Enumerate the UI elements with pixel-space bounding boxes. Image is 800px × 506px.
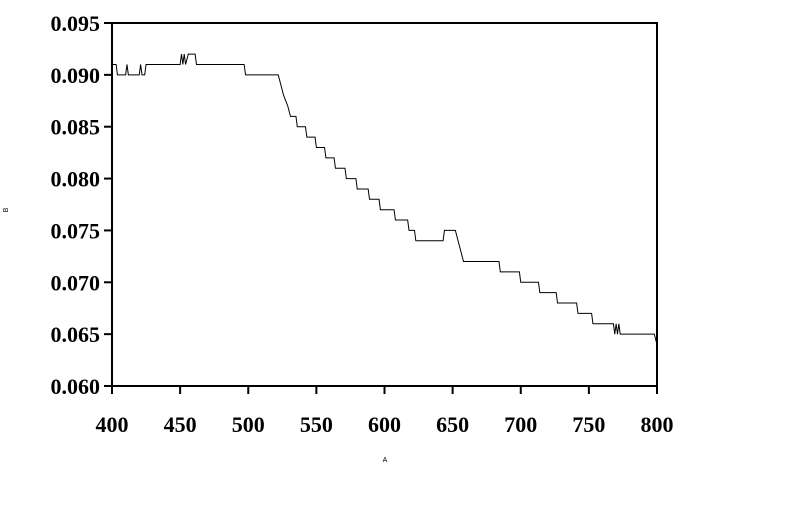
x-tick-label: 650 xyxy=(436,412,469,437)
y-tick-label: 0.095 xyxy=(51,11,101,36)
y-axis-title: B xyxy=(3,207,10,212)
y-tick-label: 0.085 xyxy=(51,115,101,140)
x-tick-label: 800 xyxy=(641,412,674,437)
y-tick-label: 0.090 xyxy=(51,63,101,88)
y-tick-label: 0.060 xyxy=(51,374,101,399)
data-line xyxy=(112,53,658,345)
x-axis-title: A xyxy=(383,457,388,464)
x-tick-label: 600 xyxy=(368,412,401,437)
y-tick-label: 0.075 xyxy=(51,218,101,243)
plot-frame xyxy=(111,22,658,387)
x-tick-label: 450 xyxy=(164,412,197,437)
x-tick-label: 700 xyxy=(504,412,537,437)
y-tick-label: 0.080 xyxy=(51,167,101,192)
x-tick-label: 400 xyxy=(96,412,129,437)
x-tick-label: 550 xyxy=(300,412,333,437)
x-tick-label: 750 xyxy=(572,412,605,437)
y-tick-label: 0.065 xyxy=(51,322,101,347)
x-tick-label: 500 xyxy=(232,412,265,437)
y-tick-label: 0.070 xyxy=(51,270,101,295)
